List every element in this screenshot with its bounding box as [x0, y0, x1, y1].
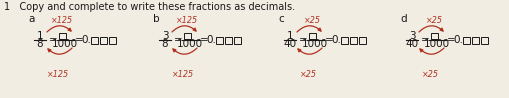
FancyArrowPatch shape [420, 48, 444, 54]
Bar [350, 36, 357, 44]
Text: ×125: ×125 [47, 70, 69, 79]
Text: 0.: 0. [453, 35, 463, 45]
Text: 1000: 1000 [424, 39, 450, 49]
Bar [463, 36, 470, 44]
Text: =: = [325, 35, 333, 45]
Bar [225, 36, 232, 44]
Bar [472, 36, 479, 44]
Text: 1: 1 [287, 31, 293, 41]
Text: 3: 3 [409, 31, 415, 41]
FancyArrowPatch shape [173, 48, 197, 54]
Bar [100, 36, 107, 44]
Bar [184, 33, 191, 39]
Text: =: = [420, 35, 430, 45]
Bar [109, 36, 116, 44]
Text: 0.: 0. [206, 35, 216, 45]
Text: 1: 1 [37, 31, 43, 41]
Text: 0.: 0. [81, 35, 91, 45]
Bar [309, 33, 316, 39]
Text: ×125: ×125 [51, 16, 73, 25]
Text: a: a [28, 14, 35, 24]
Bar [481, 36, 488, 44]
Text: 1   Copy and complete to write these fractions as decimals.: 1 Copy and complete to write these fract… [4, 2, 295, 12]
Text: ×25: ×25 [303, 16, 321, 25]
Bar [91, 36, 98, 44]
Text: 40: 40 [284, 39, 297, 49]
FancyArrowPatch shape [298, 48, 322, 54]
Text: 8: 8 [37, 39, 43, 49]
Text: 1000: 1000 [52, 39, 78, 49]
Text: 8: 8 [162, 39, 168, 49]
Bar [59, 33, 66, 39]
Text: 3: 3 [162, 31, 168, 41]
Bar [431, 33, 438, 39]
Text: =: = [174, 35, 182, 45]
Text: =: = [200, 35, 208, 45]
Text: =: = [299, 35, 307, 45]
Bar [234, 36, 241, 44]
Bar [341, 36, 348, 44]
Text: 0.: 0. [331, 35, 341, 45]
Text: d: d [400, 14, 407, 24]
FancyArrowPatch shape [297, 26, 321, 32]
Text: ×25: ×25 [426, 16, 442, 25]
Text: ×25: ×25 [299, 70, 317, 79]
Text: =: = [75, 35, 83, 45]
Text: ×125: ×125 [176, 16, 198, 25]
FancyArrowPatch shape [48, 48, 72, 54]
Text: 40: 40 [406, 39, 418, 49]
FancyArrowPatch shape [172, 26, 196, 32]
Bar [216, 36, 223, 44]
Text: 1000: 1000 [302, 39, 328, 49]
Text: c: c [278, 14, 284, 24]
Text: =: = [446, 35, 456, 45]
Text: 1000: 1000 [177, 39, 203, 49]
Text: =: = [49, 35, 58, 45]
FancyArrowPatch shape [47, 26, 71, 32]
Bar [359, 36, 366, 44]
Text: ×25: ×25 [421, 70, 438, 79]
Text: b: b [153, 14, 160, 24]
Text: ×125: ×125 [172, 70, 194, 79]
FancyArrowPatch shape [419, 26, 443, 32]
